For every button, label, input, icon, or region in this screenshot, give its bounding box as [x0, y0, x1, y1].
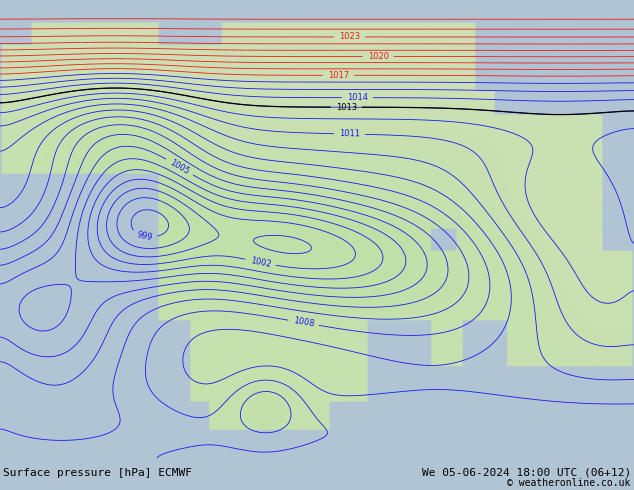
Text: 1017: 1017 [328, 71, 349, 80]
Text: 999: 999 [136, 231, 153, 243]
Text: We 05-06-2024 18:00 UTC (06+12): We 05-06-2024 18:00 UTC (06+12) [422, 467, 631, 478]
Text: 1011: 1011 [339, 129, 360, 139]
Text: 1020: 1020 [368, 52, 389, 61]
Text: 1005: 1005 [168, 158, 191, 176]
Text: 1014: 1014 [347, 93, 368, 102]
Text: 1023: 1023 [339, 32, 360, 42]
Text: 1008: 1008 [292, 317, 314, 329]
Text: 1013: 1013 [336, 103, 357, 112]
Text: © weatheronline.co.uk: © weatheronline.co.uk [507, 478, 631, 489]
Text: 1002: 1002 [249, 256, 271, 269]
Text: Surface pressure [hPa] ECMWF: Surface pressure [hPa] ECMWF [3, 467, 192, 478]
